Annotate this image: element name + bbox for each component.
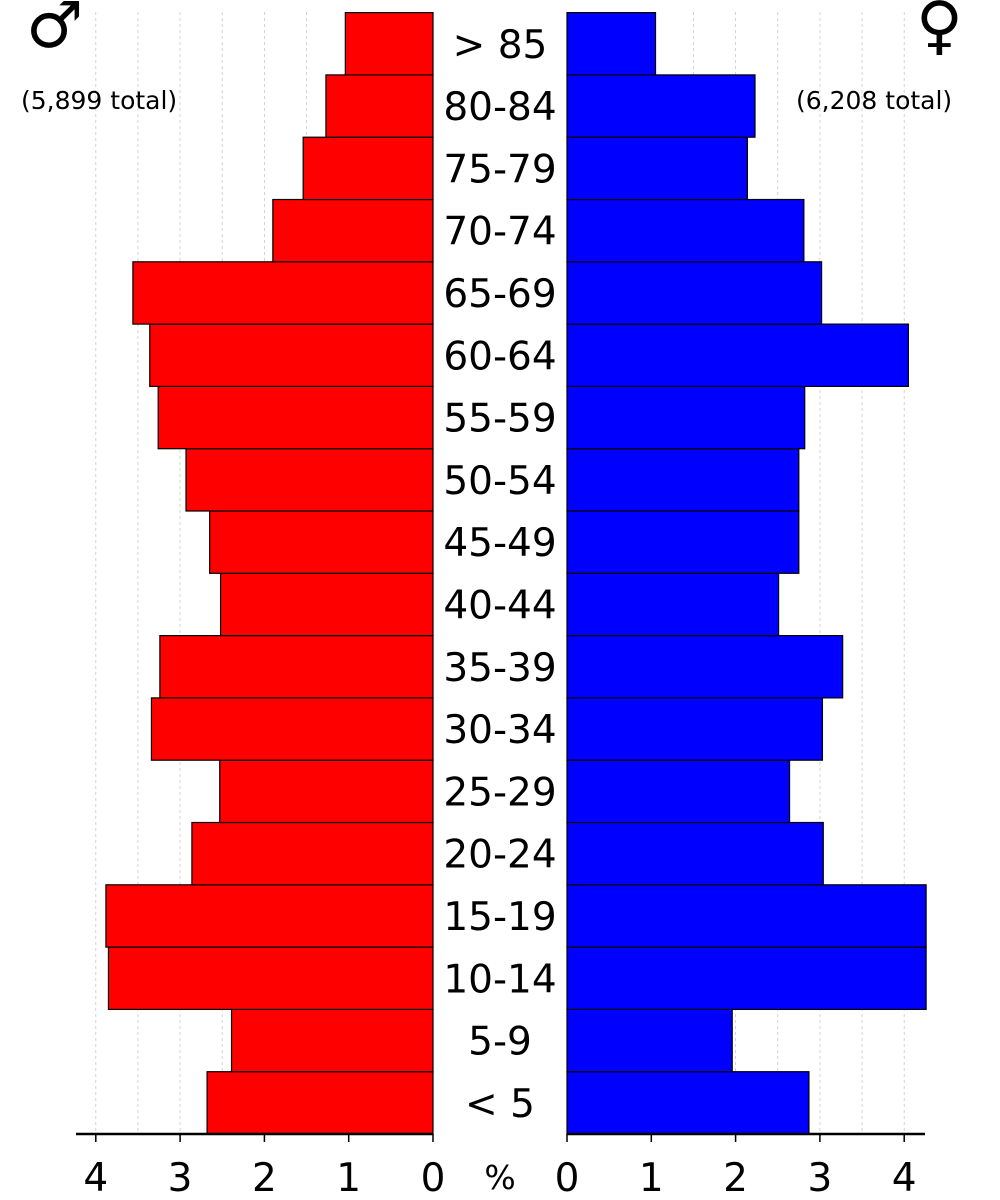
age-group-label: 20-24 [443, 833, 556, 878]
male-bar [272, 198, 434, 263]
male-bar [302, 136, 434, 201]
male-bar [344, 12, 434, 76]
tick-label: 4 [83, 1156, 108, 1200]
age-group-label: 30-34 [443, 708, 556, 753]
female-bar [566, 323, 910, 388]
male-bar [150, 697, 434, 761]
female-bar [566, 510, 800, 574]
male-bar [191, 821, 434, 886]
female-bar [566, 1071, 810, 1135]
age-group-labels: < 5 5-9 10-14 15-19 20-24 25-29 30-34 35-39 40-4… [443, 23, 556, 1127]
age-group-label: > 85 [453, 23, 548, 68]
age-group-label: 25-29 [443, 770, 556, 815]
female-bar [566, 198, 805, 263]
age-group-label: 65-69 [443, 272, 556, 317]
percent-axis-label: % [484, 1158, 515, 1197]
female-bar [566, 759, 791, 824]
age-group-label: 60-64 [443, 334, 556, 379]
tick-label: 0 [421, 1156, 446, 1200]
female-bar [566, 261, 823, 325]
female-bar [566, 448, 800, 512]
tick-label: 4 [892, 1156, 917, 1200]
female-bar [566, 136, 749, 201]
tick-label: 3 [807, 1156, 832, 1200]
female-bar [566, 74, 756, 138]
female-bar [566, 884, 927, 948]
female-bar [566, 385, 806, 450]
male-symbol: ♂ [26, 0, 84, 63]
tick-label: 3 [168, 1156, 193, 1200]
male-bar [105, 884, 434, 948]
male-bar [206, 1071, 434, 1135]
age-group-label: 50-54 [443, 459, 556, 504]
female-bar [566, 946, 927, 1010]
female-bar [566, 572, 780, 637]
age-group-label: 45-49 [443, 521, 556, 566]
x-axes: 0 0 1 1 2 2 3 3 4 4% [76, 1132, 925, 1200]
tick-label: 1 [639, 1156, 664, 1200]
female-bar [566, 697, 824, 761]
age-group-label: 40-44 [443, 583, 556, 628]
age-group-label: 35-39 [443, 646, 556, 691]
male-bar [157, 385, 434, 450]
male-bar [149, 323, 434, 388]
female-bar [566, 821, 824, 886]
tick-label: 0 [555, 1156, 580, 1200]
male-bar [107, 946, 434, 1010]
female-total-label: (6,208 total) [796, 86, 953, 115]
age-group-label: 5-9 [468, 1020, 532, 1065]
tick-label: 1 [336, 1156, 361, 1200]
age-group-label: 80-84 [443, 85, 556, 130]
female-bar [566, 12, 657, 76]
age-group-label: 70-74 [443, 210, 556, 255]
male-bar [230, 1008, 434, 1073]
female-bars [566, 12, 927, 1135]
male-bar [209, 510, 434, 574]
male-bar [132, 261, 434, 325]
age-group-label: < 5 [465, 1082, 535, 1127]
male-bar [159, 634, 434, 699]
male-bar [219, 572, 434, 637]
tick-label: 2 [723, 1156, 748, 1200]
age-group-label: 75-79 [443, 147, 556, 192]
age-group-label: 10-14 [443, 957, 556, 1002]
tick-label: 2 [252, 1156, 277, 1200]
male-total-label: (5,899 total) [21, 86, 178, 115]
male-bar [219, 759, 434, 824]
female-symbol: ♀ [916, 0, 963, 63]
female-bar [566, 1008, 733, 1073]
male-bars [105, 12, 434, 1135]
male-bar [325, 74, 434, 138]
age-group-label: 15-19 [443, 895, 556, 940]
age-group-label: 55-59 [443, 397, 556, 442]
female-bar [566, 634, 844, 699]
male-bar [185, 448, 434, 512]
